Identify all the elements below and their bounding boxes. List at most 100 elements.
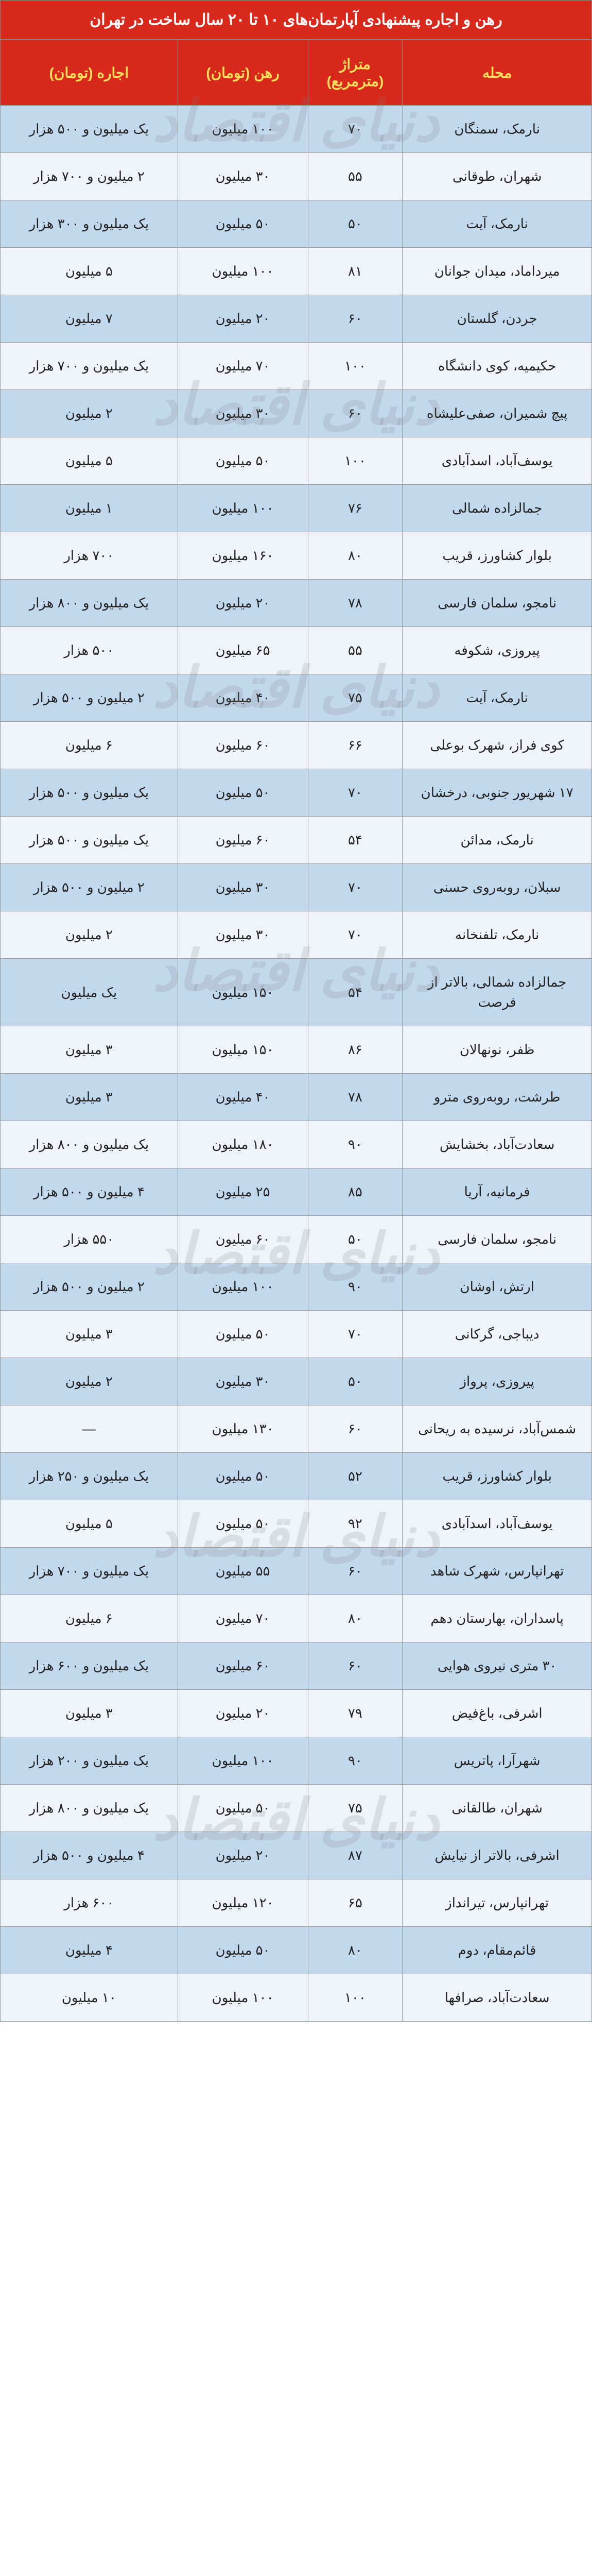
cell-rent: — xyxy=(1,1405,178,1453)
rent-table-container: رهن و اجاره پیشنهادی آپارتمان‌های ۱۰ تا … xyxy=(0,0,592,2022)
cell-rent: ۷۰۰ هزار xyxy=(1,532,178,580)
cell-area: ۸۶ xyxy=(308,1026,403,1074)
cell-area: ۵۰ xyxy=(308,1358,403,1405)
cell-deposit: ۳۰ میلیون xyxy=(178,390,308,437)
cell-rent: یک میلیون و ۵۰۰ هزار xyxy=(1,769,178,817)
cell-area: ۵۵ xyxy=(308,153,403,200)
cell-deposit: ۵۰ میلیون xyxy=(178,437,308,485)
table-row: کوی فراز، شهرک بوعلی۶۶۶۰ میلیون۶ میلیون xyxy=(1,722,592,769)
col-deposit: رهن (تومان) xyxy=(178,40,308,106)
table-row: شهران، طوقانی۵۵۳۰ میلیون۲ میلیون و ۷۰۰ ه… xyxy=(1,153,592,200)
cell-area: ۸۰ xyxy=(308,1595,403,1642)
cell-neighborhood: تهرانپارس، شهرک شاهد xyxy=(403,1548,592,1595)
table-row: میرداماد، میدان جوانان۸۱۱۰۰ میلیون۵ میلی… xyxy=(1,248,592,295)
cell-rent: ۳ میلیون xyxy=(1,1074,178,1121)
cell-area: ۵۰ xyxy=(308,1216,403,1263)
cell-area: ۸۷ xyxy=(308,1832,403,1879)
cell-deposit: ۲۰ میلیون xyxy=(178,295,308,343)
cell-deposit: ۵۰ میلیون xyxy=(178,769,308,817)
cell-area: ۵۲ xyxy=(308,1453,403,1500)
cell-rent: ۶ میلیون xyxy=(1,1595,178,1642)
cell-deposit: ۵۰ میلیون xyxy=(178,1500,308,1548)
cell-rent: ۵ میلیون xyxy=(1,1500,178,1548)
cell-deposit: ۵۰ میلیون xyxy=(178,1785,308,1832)
cell-deposit: ۲۵ میلیون xyxy=(178,1168,308,1216)
col-neighborhood: محله xyxy=(403,40,592,106)
cell-area: ۷۹ xyxy=(308,1690,403,1737)
cell-neighborhood: پاسداران، بهارستان دهم xyxy=(403,1595,592,1642)
table-row: سبلان، روبه‌روی حسنی۷۰۳۰ میلیون۲ میلیون … xyxy=(1,864,592,911)
cell-rent: یک میلیون و ۳۰۰ هزار xyxy=(1,200,178,248)
cell-area: ۷۵ xyxy=(308,674,403,722)
cell-area: ۶۶ xyxy=(308,722,403,769)
cell-area: ۸۰ xyxy=(308,532,403,580)
cell-rent: یک میلیون و ۵۰۰ هزار xyxy=(1,106,178,153)
cell-deposit: ۳۰ میلیون xyxy=(178,153,308,200)
cell-rent: یک میلیون و ۲۵۰ هزار xyxy=(1,1453,178,1500)
cell-deposit: ۶۰ میلیون xyxy=(178,1642,308,1690)
cell-neighborhood: نامجو، سلمان فارسی xyxy=(403,1216,592,1263)
table-row: نارمک، تلفنخانه۷۰۳۰ میلیون۲ میلیون xyxy=(1,911,592,959)
cell-rent: یک میلیون و ۸۰۰ هزار xyxy=(1,580,178,627)
cell-neighborhood: شهران، طوقانی xyxy=(403,153,592,200)
table-row: تهرانپارس، تیرانداز۶۵۱۲۰ میلیون۶۰۰ هزار xyxy=(1,1879,592,1927)
cell-area: ۷۶ xyxy=(308,485,403,532)
cell-neighborhood: میرداماد، میدان جوانان xyxy=(403,248,592,295)
cell-neighborhood: نارمک، آیت xyxy=(403,200,592,248)
cell-deposit: ۱۰۰ میلیون xyxy=(178,106,308,153)
cell-neighborhood: شمس‌آباد، نرسیده به ریحانی xyxy=(403,1405,592,1453)
cell-rent: ۳ میلیون xyxy=(1,1311,178,1358)
table-row: پیروزی، شکوفه۵۵۶۵ میلیون۵۰۰ هزار xyxy=(1,627,592,674)
table-row: یوسف‌آباد، اسدآبادی۱۰۰۵۰ میلیون۵ میلیون xyxy=(1,437,592,485)
cell-rent: ۳ میلیون xyxy=(1,1690,178,1737)
cell-deposit: ۲۰ میلیون xyxy=(178,1832,308,1879)
cell-area: ۷۰ xyxy=(308,1311,403,1358)
cell-deposit: ۱۰۰ میلیون xyxy=(178,1737,308,1785)
cell-neighborhood: سعادت‌آباد، بخشایش xyxy=(403,1121,592,1168)
cell-deposit: ۱۵۰ میلیون xyxy=(178,959,308,1026)
cell-neighborhood: ارتش، اوشان xyxy=(403,1263,592,1311)
table-row: ۱۷ شهریور جنوبی، درخشان۷۰۵۰ میلیونیک میل… xyxy=(1,769,592,817)
table-row: شهران، طالقانی۷۵۵۰ میلیونیک میلیون و ۸۰۰… xyxy=(1,1785,592,1832)
cell-area: ۵۵ xyxy=(308,627,403,674)
cell-rent: ۴ میلیون و ۵۰۰ هزار xyxy=(1,1168,178,1216)
cell-rent: ۱ میلیون xyxy=(1,485,178,532)
cell-neighborhood: پیروزی، شکوفه xyxy=(403,627,592,674)
col-rent: اجاره (تومان) xyxy=(1,40,178,106)
cell-deposit: ۳۰ میلیون xyxy=(178,911,308,959)
cell-neighborhood: جردن، گلستان xyxy=(403,295,592,343)
cell-rent: ۶۰۰ هزار xyxy=(1,1879,178,1927)
table-row: نارمک، سمنگان۷۰۱۰۰ میلیونیک میلیون و ۵۰۰… xyxy=(1,106,592,153)
cell-deposit: ۶۰ میلیون xyxy=(178,817,308,864)
cell-deposit: ۷۰ میلیون xyxy=(178,1595,308,1642)
cell-area: ۱۰۰ xyxy=(308,1974,403,2022)
cell-neighborhood: نامجو، سلمان فارسی xyxy=(403,580,592,627)
cell-rent: یک میلیون xyxy=(1,959,178,1026)
cell-area: ۷۸ xyxy=(308,580,403,627)
table-row: شهرآرا، پاتریس۹۰۱۰۰ میلیونیک میلیون و ۲۰… xyxy=(1,1737,592,1785)
cell-deposit: ۵۵ میلیون xyxy=(178,1548,308,1595)
cell-deposit: ۵۰ میلیون xyxy=(178,1927,308,1974)
table-row: فرمانیه، آریا۸۵۲۵ میلیون۴ میلیون و ۵۰۰ ه… xyxy=(1,1168,592,1216)
cell-neighborhood: جمالزاده شمالی xyxy=(403,485,592,532)
cell-deposit: ۴۰ میلیون xyxy=(178,674,308,722)
table-row: جمالزاده شمالی۷۶۱۰۰ میلیون۱ میلیون xyxy=(1,485,592,532)
cell-area: ۶۰ xyxy=(308,1642,403,1690)
table-row: شمس‌آباد، نرسیده به ریحانی۶۰۱۳۰ میلیون— xyxy=(1,1405,592,1453)
cell-rent: یک میلیون و ۷۰۰ هزار xyxy=(1,1548,178,1595)
cell-neighborhood: کوی فراز، شهرک بوعلی xyxy=(403,722,592,769)
table-row: بلوار کشاورز، قریب۵۲۵۰ میلیونیک میلیون و… xyxy=(1,1453,592,1500)
cell-neighborhood: یوسف‌آباد، اسدآبادی xyxy=(403,1500,592,1548)
table-row: جردن، گلستان۶۰۲۰ میلیون۷ میلیون xyxy=(1,295,592,343)
cell-neighborhood: پیروزی، پرواز xyxy=(403,1358,592,1405)
cell-rent: یک میلیون و ۶۰۰ هزار xyxy=(1,1642,178,1690)
table-row: نامجو، سلمان فارسی۵۰۶۰ میلیون۵۵۰ هزار xyxy=(1,1216,592,1263)
cell-neighborhood: شهرآرا، پاتریس xyxy=(403,1737,592,1785)
table-row: تهرانپارس، شهرک شاهد۶۰۵۵ میلیونیک میلیون… xyxy=(1,1548,592,1595)
cell-rent: ۵۰۰ هزار xyxy=(1,627,178,674)
cell-area: ۶۵ xyxy=(308,1879,403,1927)
table-row: نارمک، آیت۷۵۴۰ میلیون۲ میلیون و ۵۰۰ هزار xyxy=(1,674,592,722)
cell-area: ۷۵ xyxy=(308,1785,403,1832)
table-row: ارتش، اوشان۹۰۱۰۰ میلیون۲ میلیون و ۵۰۰ هز… xyxy=(1,1263,592,1311)
cell-area: ۷۰ xyxy=(308,769,403,817)
